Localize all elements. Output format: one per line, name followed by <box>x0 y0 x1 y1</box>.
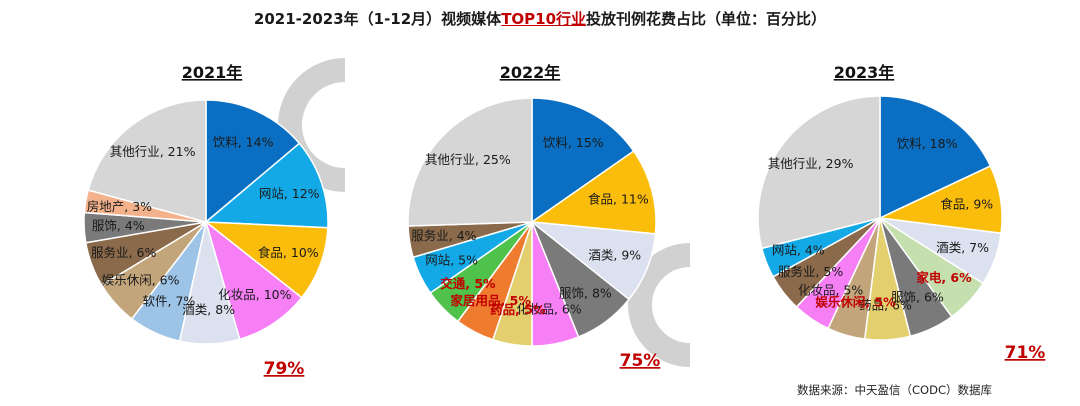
data-source-note: 数据来源：中天盈信（CODC）数据库 <box>797 383 992 397</box>
slice-label: 药品, 6% <box>859 298 912 313</box>
slice-label: 服饰, 8% <box>559 286 612 301</box>
slice-label: 娱乐休闲, 6% <box>102 273 180 288</box>
pie-labels: 饮料, 15% 食品, 11% 酒类, 9% 服饰, 8%化妆品, 6%药品, 5%家… <box>411 135 649 317</box>
slice-label: 化妆品, 6% <box>516 302 581 317</box>
pie-slice <box>87 99 207 223</box>
pie-slice <box>531 97 635 224</box>
slice-label: 网站, 4% <box>772 242 825 257</box>
pie-chart-2023: 饮料, 18% 食品, 9% 酒类, 7% 家电, 6% 服饰, 6%药品, 6%娱乐休… <box>757 63 1046 363</box>
pie-slices <box>757 95 1003 341</box>
slice-label: 其他行业, 25% <box>425 152 511 167</box>
chart-title-2021: 2021年 <box>182 63 243 82</box>
slice-label: 家电, 6% <box>916 270 972 285</box>
pie-chart-2021: 饮料, 14% 网站, 12% 食品, 10% 化妆品, 10%酒类, 8%软件, 7… <box>83 63 329 379</box>
slice-label: 饮料, 18% <box>897 136 958 151</box>
title-suffix: 投放刊例花费占比（单位：百分比） <box>586 10 827 28</box>
title-highlight: TOP10行业 <box>501 10 587 28</box>
slice-label: 交通, 5% <box>440 276 496 291</box>
pie-slice <box>407 97 533 227</box>
pie-slice <box>879 95 992 220</box>
pie-slice <box>757 95 881 250</box>
pie-slice <box>204 219 303 341</box>
slice-label: 药品, 5% <box>490 302 546 317</box>
slice-label: 酒类, 8% <box>182 302 235 317</box>
slice-label: 家居用品, 5% <box>451 293 532 308</box>
pie-slice <box>529 150 657 235</box>
title-prefix: 2021-2023年（1-12月）视频媒体 <box>253 10 502 28</box>
slice-label: 其他行业, 21% <box>110 144 196 159</box>
pie-slices <box>407 97 657 347</box>
slice-label: 酒类, 7% <box>936 240 989 255</box>
slice-label: 饮料, 15% <box>543 135 604 150</box>
pie-labels: 饮料, 18% 食品, 9% 酒类, 7% 家电, 6% 服饰, 6%药品, 6%娱乐休… <box>768 136 994 313</box>
slice-label: 服务业, 6% <box>91 245 156 260</box>
page-title: 2021-2023年（1-12月）视频媒体TOP10行业投放刊例花费占比（单位：… <box>0 8 1080 29</box>
pie-slice <box>203 221 329 299</box>
total-top10-2023: 71% <box>1005 343 1046 363</box>
total-top10-2021: 79% <box>264 359 305 379</box>
chart-title-2023: 2023年 <box>834 63 895 82</box>
slice-label: 服饰, 6% <box>891 290 944 305</box>
pie-labels: 饮料, 14% 网站, 12% 食品, 10% 化妆品, 10%酒类, 8%软件, 7… <box>87 134 320 316</box>
slice-label: 酒类, 9% <box>588 248 641 263</box>
slice-label: 网站, 12% <box>259 186 320 201</box>
slice-label: 其他行业, 29% <box>768 156 854 171</box>
total-top10-2022: 75% <box>620 351 661 371</box>
pie-slice <box>204 142 329 229</box>
slice-label: 服饰, 4% <box>92 218 145 233</box>
slice-label: 饮料, 14% <box>213 134 274 149</box>
pie-slices <box>83 99 329 345</box>
slice-label: 软件, 7% <box>143 294 196 309</box>
slice-label: 食品, 10% <box>258 245 319 260</box>
pie-chart-2022: 饮料, 15% 食品, 11% 酒类, 9% 服饰, 8%化妆品, 6%药品, 5%家… <box>407 63 661 371</box>
chart-title-2022: 2022年 <box>500 63 561 82</box>
slice-label: 服务业, 4% <box>411 228 476 243</box>
slice-label: 网站, 5% <box>425 253 478 268</box>
slice-label: 食品, 11% <box>588 191 649 206</box>
slice-label: 服务业, 5% <box>778 264 843 279</box>
slice-label: 化妆品, 5% <box>798 283 863 298</box>
slice-label: 房地产, 3% <box>87 199 152 214</box>
slice-label: 化妆品, 10% <box>218 287 291 302</box>
slice-label: 食品, 9% <box>940 196 993 211</box>
pie-slice <box>205 99 301 224</box>
slice-label: 娱乐休闲, 5% <box>815 294 896 309</box>
